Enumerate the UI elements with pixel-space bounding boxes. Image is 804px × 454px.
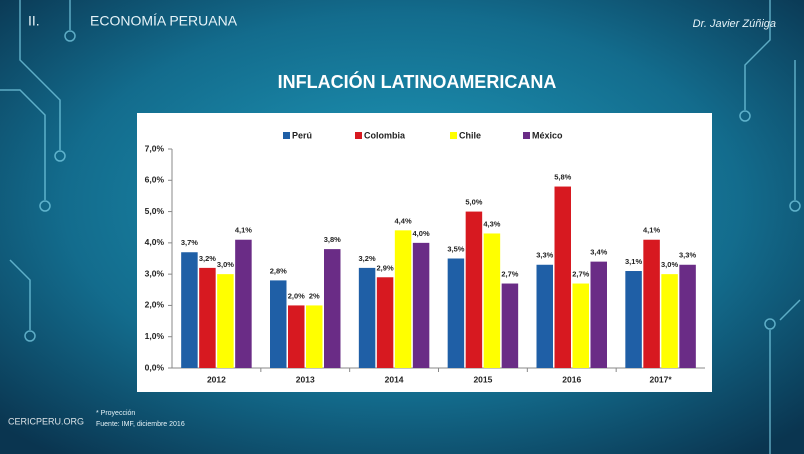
chart-title: INFLACIÓN LATINOAMERICANA <box>278 71 557 92</box>
legend-swatch <box>523 132 530 139</box>
value-label: 3,8% <box>324 235 341 244</box>
value-label: 3,7% <box>181 238 198 247</box>
y-tick-label: 4,0% <box>145 237 165 247</box>
x-tick-label: 2014 <box>385 374 404 384</box>
legend-label: Perú <box>292 130 312 140</box>
bar <box>217 274 234 368</box>
bar <box>572 283 589 368</box>
x-tick-label: 2015 <box>473 374 492 384</box>
x-tick-label: 2012 <box>207 374 226 384</box>
watermark: CERICPERU.ORG <box>8 416 84 426</box>
value-label: 5,8% <box>554 173 571 182</box>
bar <box>536 264 553 368</box>
value-label: 4,4% <box>395 216 412 225</box>
bar <box>181 252 198 368</box>
y-tick-label: 2,0% <box>145 300 165 310</box>
value-label: 3,0% <box>217 260 234 269</box>
value-label: 3,4% <box>590 248 607 257</box>
value-label: 4,1% <box>235 226 252 235</box>
section-number: II. <box>28 13 40 29</box>
bar <box>358 267 376 368</box>
value-label: 3,0% <box>661 260 678 269</box>
y-tick-label: 7,0% <box>145 143 165 153</box>
legend-swatch <box>355 132 362 139</box>
value-label: 2% <box>309 291 320 300</box>
value-label: 3,2% <box>359 254 376 263</box>
value-label: 3,1% <box>625 257 642 266</box>
value-label: 4,3% <box>483 219 500 228</box>
y-tick-label: 0,0% <box>145 362 165 372</box>
value-label: 5,0% <box>465 198 482 207</box>
bar <box>643 239 660 368</box>
y-tick-label: 3,0% <box>145 268 165 278</box>
source: Fuente: IMF, diciembre 2016 <box>96 421 185 428</box>
value-label: 3,2% <box>199 254 216 263</box>
value-label: 3,3% <box>536 251 553 260</box>
legend-label: Colombia <box>364 130 406 140</box>
legend-swatch <box>283 132 290 139</box>
value-label: 2,0% <box>288 291 305 300</box>
bar <box>465 211 483 368</box>
bar <box>554 186 571 368</box>
legend-label: Chile <box>459 130 481 140</box>
value-label: 4,0% <box>413 229 430 238</box>
bar <box>625 271 642 368</box>
slide-heading: ECONOMÍA PERUANA <box>90 13 238 29</box>
value-label: 2,7% <box>572 270 589 279</box>
value-label: 2,9% <box>377 263 394 272</box>
bar <box>394 230 412 368</box>
y-tick-label: 5,0% <box>145 206 165 216</box>
footnote: * Proyección <box>96 410 135 417</box>
y-tick-label: 1,0% <box>145 331 165 341</box>
y-tick-label: 6,0% <box>145 175 165 185</box>
value-label: 2,8% <box>270 266 287 275</box>
bar <box>483 233 501 368</box>
value-label: 4,1% <box>643 226 660 235</box>
bar <box>270 280 287 368</box>
bar <box>199 267 216 368</box>
bar <box>376 277 394 368</box>
value-label: 3,3% <box>679 251 696 260</box>
legend-swatch <box>450 132 457 139</box>
bar <box>324 249 341 368</box>
x-tick-label: 2016 <box>562 374 581 384</box>
bar <box>501 283 519 368</box>
x-tick-label: 2017* <box>649 374 672 384</box>
bar <box>590 261 607 368</box>
bar <box>447 258 465 368</box>
value-label: 3,5% <box>447 244 464 253</box>
value-label: 2,7% <box>501 270 518 279</box>
x-tick-label: 2013 <box>296 374 315 384</box>
author: Dr. Javier Zúñiga <box>693 18 776 30</box>
bar <box>679 264 696 368</box>
bar <box>661 274 678 368</box>
bar <box>235 239 252 368</box>
bar <box>412 242 430 368</box>
bar <box>306 305 323 368</box>
bar <box>288 305 305 368</box>
legend-label: México <box>532 130 563 140</box>
